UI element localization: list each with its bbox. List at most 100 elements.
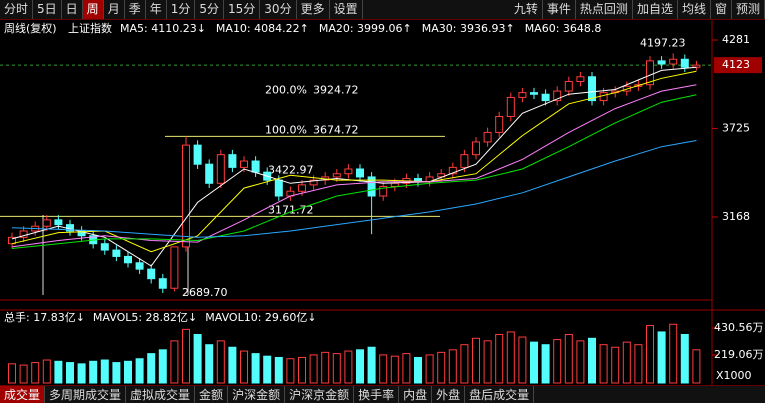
ma-line (11, 84, 697, 248)
candle-body (483, 131, 492, 143)
volume-bar (425, 354, 434, 384)
volume-bar (379, 354, 388, 384)
candle-body (19, 230, 28, 238)
candle-body (680, 58, 689, 68)
bottom-tab[interactable]: 换手率 (354, 386, 400, 403)
y-tick-label: 3168 (722, 210, 750, 223)
y-tick-label: 4281 (722, 33, 750, 46)
annotation-value: 2689.70 (182, 286, 228, 299)
volume-bar (657, 331, 666, 384)
volume-bar (100, 359, 109, 384)
toolbar-button[interactable]: 预测 (732, 0, 765, 19)
toolbar-button[interactable]: 15分 (224, 0, 261, 19)
volume-bar (31, 362, 40, 384)
candle-body (367, 176, 376, 197)
ma-legend: MA5: 4110.23↓ (120, 22, 206, 35)
candle-body (657, 60, 666, 65)
toolbar-button[interactable]: 九转 (510, 0, 543, 19)
candle-body (390, 182, 399, 187)
volume-bar (541, 344, 550, 384)
bottom-tab[interactable]: 成交量 (0, 386, 46, 403)
bottom-tab[interactable]: 盘后成交量 (465, 386, 535, 403)
candle-body (472, 141, 480, 156)
volume-bar (483, 340, 492, 384)
bottom-tab[interactable]: 多周期成交量 (45, 386, 127, 403)
toolbar-button[interactable]: 1分 (167, 0, 196, 19)
bottom-tab[interactable]: 虚拟成交量 (126, 386, 196, 403)
toolbar-button[interactable]: 5日 (33, 0, 62, 19)
toolbar-button[interactable]: 季 (125, 0, 146, 19)
toolbar-button[interactable]: 更多 (297, 0, 330, 19)
candle-body (274, 179, 283, 197)
candle-body (379, 185, 388, 197)
volume-tick-label: 219.06万 (714, 348, 764, 361)
toolbar-button[interactable]: 热点回测 (576, 0, 633, 19)
candle-body (541, 93, 550, 102)
volume-bar (680, 333, 689, 384)
toolbar-button[interactable]: 均线 (678, 0, 711, 19)
candle-body (77, 230, 86, 237)
volume-bar (332, 353, 341, 384)
volume-bar (66, 362, 74, 384)
volume-bar (228, 346, 237, 384)
volume-bar (495, 333, 504, 384)
ma-line (11, 66, 697, 267)
volume-bar (553, 339, 562, 384)
bottom-tab[interactable]: 沪深金额 (228, 386, 286, 403)
last-price-label: 4123 (722, 58, 750, 71)
bottom-tab[interactable]: 金额 (195, 386, 229, 403)
candle-body (495, 116, 504, 133)
candle-body (332, 173, 341, 178)
volume-bar (646, 325, 654, 384)
candle-body (356, 168, 364, 178)
annotation-value: 3171.72 (268, 203, 314, 216)
toolbar-button[interactable]: 月 (104, 0, 125, 19)
toolbar-button[interactable]: 设置 (330, 0, 363, 19)
candle-body (530, 92, 538, 95)
toolbar-button[interactable]: 年 (146, 0, 167, 19)
ma-legend: MA30: 3936.93↑ (422, 22, 515, 35)
toolbar-button[interactable]: 分时 (0, 0, 34, 19)
candle-body (309, 179, 318, 186)
bottom-tab[interactable]: 外盘 (432, 386, 466, 403)
volume-bar (158, 349, 167, 384)
volume-bar (205, 344, 214, 384)
toolbar-button[interactable]: 日 (62, 0, 83, 19)
candle-body (553, 90, 562, 102)
candle-body (506, 96, 515, 118)
bottom-tab[interactable]: 沪深京金额 (285, 386, 355, 403)
volume-bar (77, 363, 86, 384)
candle-body (576, 76, 585, 83)
volume-bar (286, 358, 295, 384)
volume-bar (251, 353, 260, 384)
volume-bar (588, 337, 596, 384)
candle-body (448, 166, 457, 175)
last-price-box (714, 57, 762, 74)
toolbar-button[interactable]: 事件 (543, 0, 576, 19)
annotation-label: 100.0% (265, 123, 307, 136)
bottom-tab[interactable]: 内盘 (399, 386, 433, 403)
annotation-value: 4197.23 (640, 36, 686, 49)
candle-body (100, 243, 109, 251)
toolbar-button[interactable]: 30分 (260, 0, 297, 19)
candle-body (193, 144, 202, 165)
volume-bar (634, 344, 643, 384)
toolbar-button[interactable]: 5分 (195, 0, 225, 19)
volume-bar (622, 341, 631, 384)
volume-bar (599, 344, 608, 384)
volume-bar (298, 356, 306, 384)
candle-body (251, 160, 260, 173)
y-tick-label: 3725 (722, 121, 750, 134)
volume-legend: 总手: 17.83亿↓ (4, 310, 85, 324)
volume-unit: X1000 (716, 369, 752, 382)
toolbar-button[interactable]: 周 (82, 0, 104, 19)
bottom-tabs: 成交量 多周期成交量 虚拟成交量 金额 沪深金额 沪深京金额 换手率 内盘 外盘 盘后成交量 (0, 385, 765, 403)
candle-body (182, 144, 190, 248)
volume-tick-label: 430.56万 (714, 321, 764, 334)
candle-body (158, 278, 167, 289)
toolbar-button[interactable]: 窗 (711, 0, 732, 19)
annotation-value: 3924.72 (313, 84, 359, 97)
toolbar-button[interactable]: 加自选 (633, 0, 678, 19)
volume-bar (240, 350, 248, 384)
candle-body (298, 184, 306, 192)
